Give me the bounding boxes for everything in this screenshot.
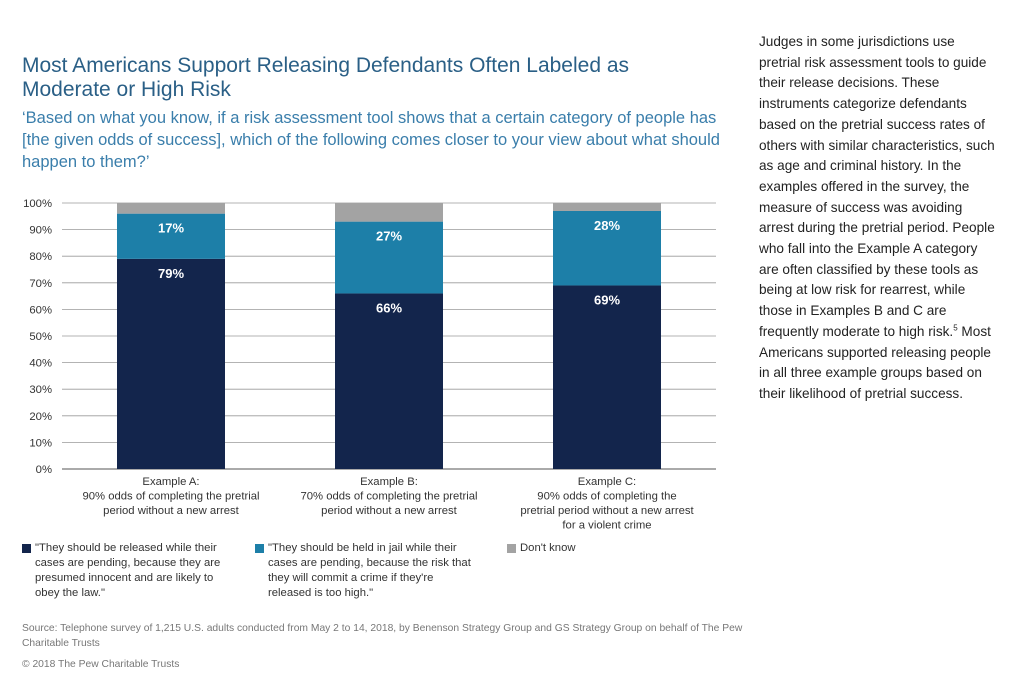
x-category-label: period without a new arrest: [103, 505, 239, 517]
bar-segment-3: [117, 203, 225, 214]
y-tick-label: 10%: [29, 437, 52, 449]
source-note: Source: Telephone survey of 1,215 U.S. a…: [22, 623, 743, 649]
x-category-label: Example C:: [578, 476, 636, 488]
stacked-bar-chart: 0% 10% 20% 30% 40% 50% 60% 70% 80% 90% 100% 79% 17% E…: [23, 198, 716, 532]
bar-value-label: 17%: [158, 221, 184, 236]
bar-segment-1: [117, 258, 225, 469]
y-tick-label: 80%: [29, 251, 52, 263]
bar-value-label: 69%: [594, 292, 620, 307]
y-tick-label: 20%: [29, 411, 52, 423]
bar-segment-2: [335, 221, 443, 294]
sidebar-text-before: Judges in some jurisdictions use pretria…: [759, 34, 995, 339]
x-category-label: Example B:: [360, 476, 418, 488]
legend-line: obey the law.": [35, 587, 105, 599]
chart-title: Most Americans Support Releasing Defenda…: [22, 54, 630, 101]
y-tick-label: 50%: [29, 331, 52, 343]
legend-swatch-dont-know: [507, 544, 516, 553]
legend-line: "They should be held in jail while their: [268, 542, 457, 554]
sidebar-text-after: Most Americans supported releasing peopl…: [759, 323, 991, 401]
bar-value-label: 27%: [376, 229, 402, 244]
x-category-label: for a violent crime: [562, 520, 651, 532]
y-tick-label: 30%: [29, 384, 52, 396]
bar-segment-1: [335, 293, 443, 469]
legend-line: released is too high.": [268, 587, 374, 599]
y-tick-label: 40%: [29, 358, 52, 370]
x-category-label: 90% odds of completing the: [537, 491, 676, 503]
chart-subtitle: ‘Based on what you know, if a risk asses…: [22, 109, 720, 171]
legend-item-held: "They should be held in jail while their…: [255, 541, 485, 601]
bar-segment-3: [553, 203, 661, 211]
bar-value-label: 79%: [158, 266, 184, 281]
x-category-label: Example A:: [142, 476, 199, 488]
y-tick-label: 90%: [29, 225, 52, 237]
legend-line: Don't know: [520, 542, 576, 554]
labels-layer: 0% 10% 20% 30% 40% 50% 60% 70% 80% 90% 100% 79% 17% E…: [23, 198, 694, 532]
legend-swatch-held: [255, 544, 264, 553]
x-category-label: 70% odds of completing the pretrial: [300, 491, 477, 503]
bar-segment-2: [117, 213, 225, 259]
footnote-marker: 5: [953, 323, 958, 333]
copyright: © 2018 The Pew Charitable Trusts: [22, 659, 180, 670]
bar-value-label: 66%: [376, 300, 402, 315]
legend-item-dont-know: Don't know: [507, 541, 627, 556]
sidebar-text: Judges in some jurisdictions use pretria…: [759, 32, 999, 405]
bar-segment-2: [553, 210, 661, 286]
x-category-label: pretrial period without a new arrest: [520, 505, 694, 517]
bar-value-label: 28%: [594, 218, 620, 233]
bar-segment-3: [335, 203, 443, 222]
legend-label-held: "They should be held in jail while their…: [255, 541, 485, 601]
legend-swatch-released: [22, 544, 31, 553]
bar-segment-1: [553, 285, 661, 469]
legend-label-released: "They should be released while their cas…: [22, 541, 232, 601]
y-tick-label: 100%: [23, 198, 52, 210]
legend-line: presumed innocent and are likely to: [35, 572, 214, 584]
legend-line: cases are pending, because the risk that: [268, 557, 471, 569]
y-tick-label: 70%: [29, 278, 52, 290]
legend-line: they will commit a crime if they're: [268, 572, 434, 584]
legend-label-dont-know: Don't know: [507, 541, 627, 556]
x-category-label: 90% odds of completing the pretrial: [82, 491, 259, 503]
legend-line: cases are pending, because they are: [35, 557, 221, 569]
y-tick-label: 60%: [29, 304, 52, 316]
x-category-label: period without a new arrest: [321, 505, 457, 517]
legend-line: "They should be released while their: [35, 542, 217, 554]
bars-layer: [117, 203, 661, 469]
y-tick-label: 0%: [36, 464, 52, 476]
legend-item-released: "They should be released while their cas…: [22, 541, 232, 601]
